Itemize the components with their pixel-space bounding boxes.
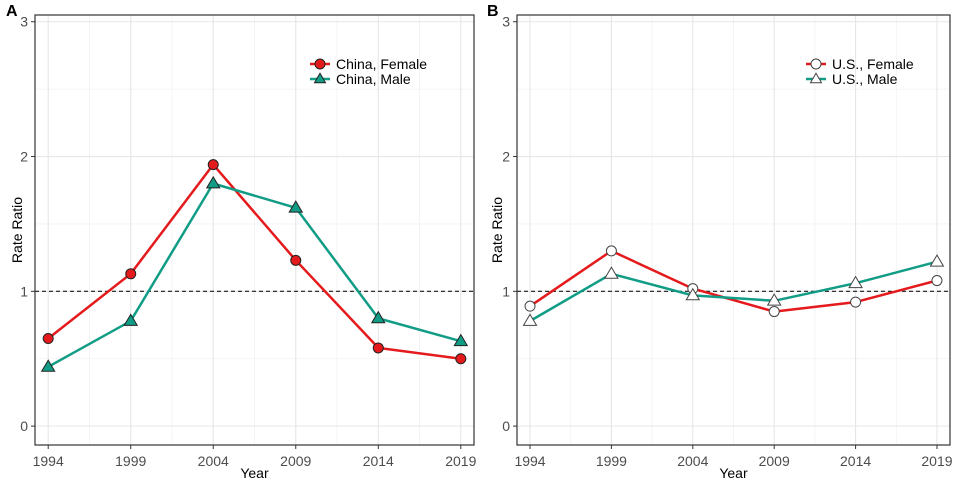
- data-point-circle: [524, 300, 536, 312]
- y-tick-label: 0: [502, 418, 510, 434]
- x-tick-label: 2019: [921, 453, 952, 469]
- data-point-circle: [850, 296, 862, 308]
- series-line-2: [47, 182, 462, 368]
- x-tick-label: 2004: [198, 453, 229, 469]
- x-axis-title: Year: [240, 465, 269, 481]
- data-point-circle: [125, 268, 137, 280]
- y-tick-label: 2: [502, 149, 510, 165]
- legend-marker-circle: [314, 58, 326, 70]
- legend-label: China, Male: [336, 71, 411, 87]
- data-point-circle: [455, 353, 467, 365]
- y-axis-title: Rate Ratio: [489, 197, 505, 263]
- legend-label: China, Female: [336, 56, 427, 72]
- y-tick-label: 3: [20, 14, 28, 30]
- x-tick-label: 2009: [759, 453, 790, 469]
- data-point-triangle: [848, 275, 863, 289]
- panel-border: [516, 14, 951, 446]
- y-tick-label: 1: [502, 283, 510, 299]
- data-point-triangle: [40, 359, 56, 372]
- data-point-triangle: [604, 266, 619, 279]
- series-line-2: [529, 260, 938, 323]
- y-tick-label: 0: [20, 418, 28, 434]
- legend-label: U.S., Female: [832, 56, 914, 72]
- series-line-1: [47, 163, 461, 360]
- data-point-triangle: [288, 200, 304, 213]
- data-point-circle: [42, 333, 54, 345]
- x-tick-label: 1994: [33, 453, 64, 469]
- data-point-circle: [768, 306, 780, 318]
- x-tick-label: 2009: [280, 453, 311, 469]
- panel-border: [34, 14, 475, 446]
- series-line-1: [529, 249, 938, 313]
- data-point-circle: [372, 342, 384, 354]
- x-tick-label: 2004: [677, 453, 708, 469]
- y-tick-label: 3: [502, 14, 510, 30]
- data-point-triangle: [522, 313, 538, 326]
- legend-marker-circle: [810, 58, 822, 70]
- data-point-circle: [931, 275, 943, 287]
- data-point-triangle: [685, 287, 701, 301]
- panel-a: 0 1 2 3 1994 1999 2004 2009 2014 2019 Year Rate Rat…: [6, 3, 477, 481]
- data-point-circle: [207, 159, 219, 171]
- legend-item: China, Male: [310, 71, 411, 87]
- data-point-triangle: [453, 333, 469, 347]
- legend-marker-triangle: [809, 72, 823, 84]
- data-point-circle: [290, 254, 302, 266]
- data-point-triangle: [766, 293, 782, 306]
- legend-item: U.S., Male: [806, 71, 898, 87]
- data-point-triangle: [205, 175, 221, 189]
- panel-label: A: [6, 3, 18, 20]
- panel-label: B: [487, 3, 499, 20]
- data-point-triangle: [929, 254, 945, 267]
- legend-item: China, Female: [310, 56, 427, 72]
- panel-b: 0 1 2 3 1994 1999 2004 2009 2014 2019 Year Rate Rat…: [487, 3, 953, 481]
- x-tick-label: 1994: [514, 453, 545, 469]
- x-tick-label: 2019: [445, 453, 476, 469]
- x-tick-label: 2014: [363, 453, 394, 469]
- y-axis-title: Rate Ratio: [9, 197, 25, 263]
- x-axis-title: Year: [719, 465, 748, 481]
- data-point-circle: [605, 245, 617, 257]
- x-tick-label: 1999: [596, 453, 627, 469]
- y-tick-label: 2: [20, 149, 28, 165]
- data-point-triangle: [123, 313, 139, 326]
- x-tick-label: 1999: [115, 453, 146, 469]
- legend-marker-triangle: [313, 72, 327, 84]
- legend-item: U.S., Female: [806, 56, 914, 72]
- x-tick-label: 2014: [840, 453, 871, 469]
- data-point-triangle: [370, 310, 386, 324]
- legend-label: U.S., Male: [832, 71, 898, 87]
- y-tick-label: 1: [20, 283, 28, 299]
